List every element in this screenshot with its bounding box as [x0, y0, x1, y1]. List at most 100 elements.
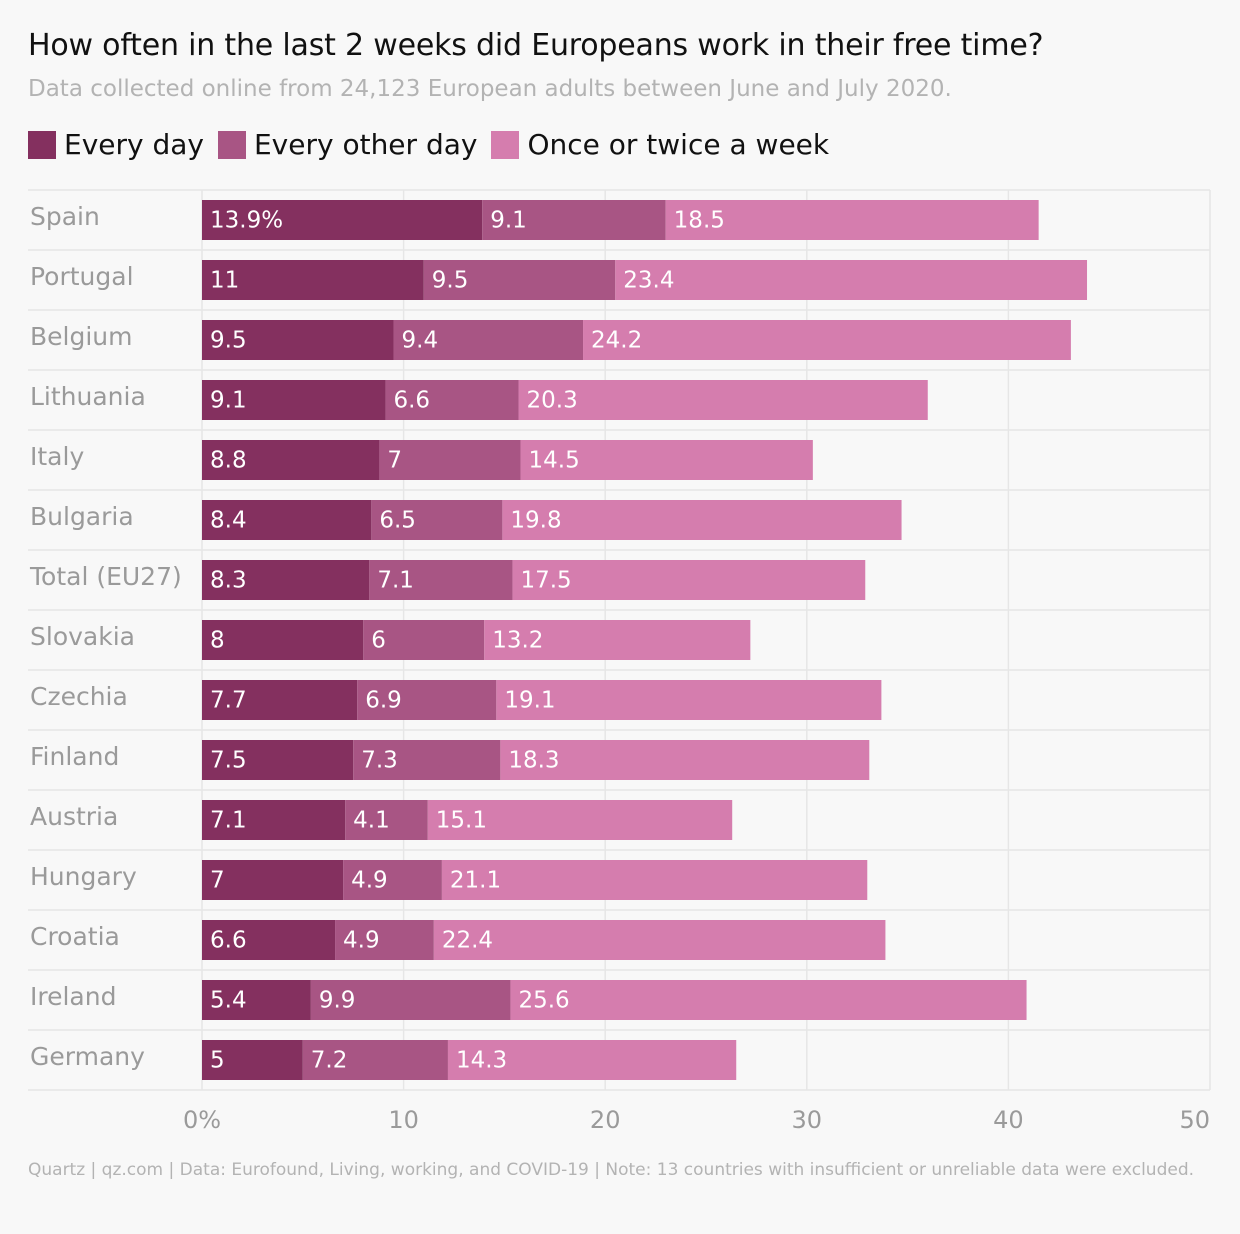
category-label-belgium: Belgium — [30, 322, 133, 351]
bar-germany-every-day — [202, 1040, 303, 1080]
chart-title: How often in the last 2 weeks did Europe… — [28, 28, 1044, 63]
bar-bulgaria-once-or-twice-a-week — [502, 500, 902, 540]
bar-germany-once-or-twice-a-week — [447, 1040, 737, 1080]
category-label-italy: Italy — [30, 442, 84, 471]
bar-slovakia-once-or-twice-a-week — [484, 620, 751, 660]
data-label-portugal-once-or-twice-a-week: 23.4 — [623, 268, 674, 294]
data-label-total-eu27-every-day: 8.3 — [210, 568, 247, 594]
bar-belgium-every-other-day — [393, 320, 584, 360]
data-label-hungary-every-other-day: 4.9 — [351, 868, 388, 894]
bar-hungary-once-or-twice-a-week — [441, 860, 868, 900]
bar-lithuania-once-or-twice-a-week — [518, 380, 928, 420]
bar-ireland-every-day — [202, 980, 311, 1020]
data-label-lithuania-every-other-day: 6.6 — [393, 388, 430, 414]
data-label-total-eu27-every-other-day: 7.1 — [377, 568, 414, 594]
x-tick-label-4: 40 — [993, 1106, 1024, 1134]
bar-belgium-every-day — [202, 320, 394, 360]
data-label-czechia-every-day: 7.7 — [210, 688, 247, 714]
bar-italy-once-or-twice-a-week — [520, 440, 813, 480]
bar-total-eu27-once-or-twice-a-week — [512, 560, 866, 600]
bar-germany-every-other-day — [302, 1040, 448, 1080]
bar-austria-every-other-day — [345, 800, 428, 840]
x-tick-label-2: 20 — [590, 1106, 621, 1134]
data-label-czechia-once-or-twice-a-week: 19.1 — [504, 688, 555, 714]
data-label-croatia-every-other-day: 4.9 — [343, 928, 380, 954]
x-tick-label-0: 0% — [183, 1106, 221, 1134]
data-label-slovakia-once-or-twice-a-week: 13.2 — [492, 628, 543, 654]
bar-finland-once-or-twice-a-week — [500, 740, 870, 780]
data-label-belgium-once-or-twice-a-week: 24.2 — [591, 328, 642, 354]
category-label-croatia: Croatia — [30, 922, 120, 951]
data-label-bulgaria-every-day: 8.4 — [210, 508, 247, 534]
legend-item-once-or-twice-a-week: Once or twice a week — [491, 128, 829, 161]
data-label-hungary-every-day: 7 — [210, 868, 225, 894]
data-label-slovakia-every-day: 8 — [210, 628, 225, 654]
category-label-slovakia: Slovakia — [30, 622, 135, 651]
legend: Every day Every other day Once or twice … — [28, 128, 843, 161]
legend-label-every-day: Every day — [64, 128, 204, 161]
data-label-croatia-once-or-twice-a-week: 22.4 — [442, 928, 493, 954]
data-label-germany-every-other-day: 7.2 — [311, 1048, 348, 1074]
data-label-croatia-every-day: 6.6 — [210, 928, 247, 954]
bar-czechia-every-day — [202, 680, 358, 720]
category-label-lithuania: Lithuania — [30, 382, 146, 411]
bar-total-eu27-every-day — [202, 560, 370, 600]
category-label-hungary: Hungary — [30, 862, 137, 891]
data-label-austria-every-other-day: 4.1 — [353, 808, 390, 834]
data-label-finland-once-or-twice-a-week: 18.3 — [508, 748, 559, 774]
bar-bulgaria-every-day — [202, 500, 372, 540]
data-label-finland-every-day: 7.5 — [210, 748, 247, 774]
legend-label-every-other-day: Every other day — [253, 128, 478, 161]
data-label-portugal-every-other-day: 9.5 — [432, 268, 469, 294]
chart-footer: Quartz | qz.com | Data: Eurofound, Livin… — [28, 1160, 1195, 1180]
data-label-finland-every-other-day: 7.3 — [361, 748, 398, 774]
data-label-portugal-every-day: 11 — [210, 268, 239, 294]
bar-czechia-once-or-twice-a-week — [496, 680, 882, 720]
bar-hungary-every-other-day — [343, 860, 442, 900]
data-label-spain-every-day: 13.9% — [210, 208, 283, 234]
data-label-spain-once-or-twice-a-week: 18.5 — [674, 208, 725, 234]
data-label-germany-every-day: 5 — [210, 1048, 225, 1074]
category-label-germany: Germany — [30, 1042, 145, 1071]
data-label-lithuania-every-day: 9.1 — [210, 388, 247, 414]
bar-finland-every-day — [202, 740, 354, 780]
bar-austria-every-day — [202, 800, 346, 840]
data-label-bulgaria-every-other-day: 6.5 — [379, 508, 416, 534]
bar-italy-every-day — [202, 440, 380, 480]
bar-slovakia-every-day — [202, 620, 364, 660]
data-label-slovakia-every-other-day: 6 — [371, 628, 386, 654]
bar-portugal-once-or-twice-a-week — [615, 260, 1088, 300]
bar-spain-once-or-twice-a-week — [665, 200, 1039, 240]
stacked-bar-chart: Spain 13.9% 9.1 18.5 Portugal 11 9.5 23.4 Belgiu… — [28, 189, 1211, 1134]
bar-portugal-every-day — [202, 260, 424, 300]
data-label-ireland-every-other-day: 9.9 — [319, 988, 356, 1014]
category-label-bulgaria: Bulgaria — [30, 502, 134, 531]
bar-finland-every-other-day — [353, 740, 501, 780]
bar-italy-every-other-day — [379, 440, 521, 480]
data-label-lithuania-once-or-twice-a-week: 20.3 — [527, 388, 578, 414]
chart-subtitle: Data collected online from 24,123 Europe… — [28, 76, 952, 102]
legend-swatch-once-or-twice-a-week — [491, 130, 520, 159]
category-label-austria: Austria — [30, 802, 118, 831]
bar-croatia-every-day — [202, 920, 336, 960]
bar-lithuania-every-day — [202, 380, 386, 420]
bar-total-eu27-every-other-day — [369, 560, 513, 600]
bar-portugal-every-other-day — [423, 260, 616, 300]
bar-spain-every-other-day — [482, 200, 666, 240]
data-label-austria-once-or-twice-a-week: 15.1 — [436, 808, 487, 834]
data-label-hungary-once-or-twice-a-week: 21.1 — [450, 868, 501, 894]
data-label-bulgaria-once-or-twice-a-week: 19.8 — [510, 508, 561, 534]
category-label-spain: Spain — [30, 202, 100, 231]
data-label-germany-once-or-twice-a-week: 14.3 — [456, 1048, 507, 1074]
data-label-belgium-every-day: 9.5 — [210, 328, 247, 354]
bar-ireland-once-or-twice-a-week — [510, 980, 1027, 1020]
bar-croatia-once-or-twice-a-week — [433, 920, 886, 960]
legend-swatch-every-day — [28, 130, 56, 159]
bar-croatia-every-other-day — [335, 920, 434, 960]
bar-hungary-every-day — [202, 860, 344, 900]
x-tick-label-1: 10 — [388, 1106, 419, 1134]
data-label-belgium-every-other-day: 9.4 — [402, 328, 439, 354]
legend-item-every-other-day: Every other day — [217, 128, 478, 161]
data-label-austria-every-day: 7.1 — [210, 808, 247, 834]
data-label-total-eu27-once-or-twice-a-week: 17.5 — [520, 568, 571, 594]
